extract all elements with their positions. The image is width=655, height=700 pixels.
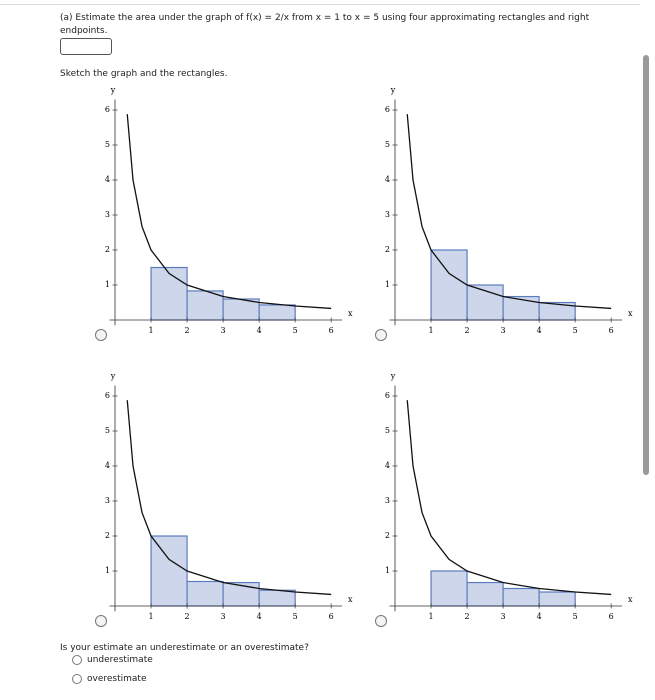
y-tick-label: 5 [105,140,110,149]
x-tick-label: 1 [148,326,153,335]
rectangle [150,266,188,321]
x-axis-label: x [628,309,633,318]
question-prompt: (a) Estimate the area under the graph of… [60,13,590,36]
y-tick-label: 2 [385,245,390,254]
y-tick-label: 5 [105,426,110,435]
y-tick-label: 6 [385,391,390,400]
x-tick-label: 1 [148,612,153,621]
y-axis-label: y [390,372,396,381]
y-axis-label: y [110,372,116,381]
y-tick-label: 1 [105,280,110,289]
rectangle [186,290,224,321]
y-tick-label: 4 [105,175,110,184]
y-tick-label: 6 [385,105,390,114]
rectangle [466,581,504,607]
x-tick-label: 3 [221,612,226,621]
y-axis-label: y [390,86,396,95]
rectangle [430,570,468,607]
graph-option: 1 2 3 4 5 6 1 2 3 4 5 6 x y [95,372,353,627]
y-tick-label: 2 [105,531,110,540]
y-tick-label: 5 [385,140,390,149]
x-tick-label: 1 [428,326,433,335]
radio[interactable] [95,615,107,627]
x-tick-label: 3 [221,326,226,335]
rectangle [186,580,224,607]
rectangle [502,587,540,607]
x-axis-label: x [348,595,353,604]
x-tick-label: 4 [257,612,262,621]
x-tick-label: 2 [185,612,190,621]
y-tick-label: 5 [385,426,390,435]
y-tick-label: 6 [105,391,110,400]
rectangle [430,249,468,321]
y-tick-label: 4 [105,461,110,470]
radio[interactable] [72,655,82,665]
y-axis-label: y [110,86,116,95]
instruction: Sketch the graph and the rectangles. [60,69,228,79]
option-label: underestimate [87,655,153,665]
curve [406,114,612,310]
option[interactable]: overestimate [72,674,146,684]
graph-option: 1 2 3 4 5 6 1 2 3 4 5 6 x y [375,372,633,627]
x-tick-label: 6 [609,326,614,335]
rectangle [150,535,188,607]
x-tick-label: 6 [329,612,334,621]
curve [126,114,332,310]
y-tick-label: 3 [105,496,110,505]
graph-option: 1 2 3 4 5 6 1 2 3 4 5 6 x y [375,86,633,341]
x-tick-label: 4 [537,612,542,621]
y-tick-label: 3 [385,496,390,505]
radio[interactable] [95,329,107,341]
x-tick-label: 3 [501,612,506,621]
rectangle [258,589,296,607]
x-tick-label: 2 [465,612,470,621]
rectangle [538,591,576,607]
y-tick-label: 3 [385,210,390,219]
x-tick-label: 2 [465,326,470,335]
x-tick-label: 1 [428,612,433,621]
top-bar [0,0,640,5]
y-tick-label: 2 [105,245,110,254]
x-tick-label: 2 [185,326,190,335]
y-tick-label: 4 [385,175,390,184]
follow-up: Is your estimate an underestimate or an … [60,643,309,653]
option-label: overestimate [87,674,147,684]
rectangle [258,304,296,321]
scrollbar[interactable] [643,55,649,475]
graph-option: 1 2 3 4 5 6 1 2 3 4 5 6 x y [95,86,353,341]
x-tick-label: 5 [573,326,578,335]
x-tick-label: 4 [257,326,262,335]
x-tick-label: 4 [537,326,542,335]
x-tick-label: 6 [609,612,614,621]
y-tick-label: 1 [385,566,390,575]
radio[interactable] [72,674,82,684]
answer-input[interactable] [60,38,112,55]
radio[interactable] [375,615,387,627]
y-tick-label: 1 [105,566,110,575]
x-tick-label: 5 [573,612,578,621]
y-tick-label: 1 [385,280,390,289]
option[interactable]: underestimate [72,655,153,665]
y-tick-label: 4 [385,461,390,470]
radio[interactable] [375,329,387,341]
x-tick-label: 3 [501,326,506,335]
x-axis-label: x [348,309,353,318]
curve [406,400,612,596]
y-tick-label: 3 [105,210,110,219]
x-tick-label: 5 [293,326,298,335]
y-tick-label: 6 [105,105,110,114]
y-tick-label: 2 [385,531,390,540]
curve [126,400,332,596]
x-tick-label: 5 [293,612,298,621]
x-axis-label: x [628,595,633,604]
x-tick-label: 6 [329,326,334,335]
